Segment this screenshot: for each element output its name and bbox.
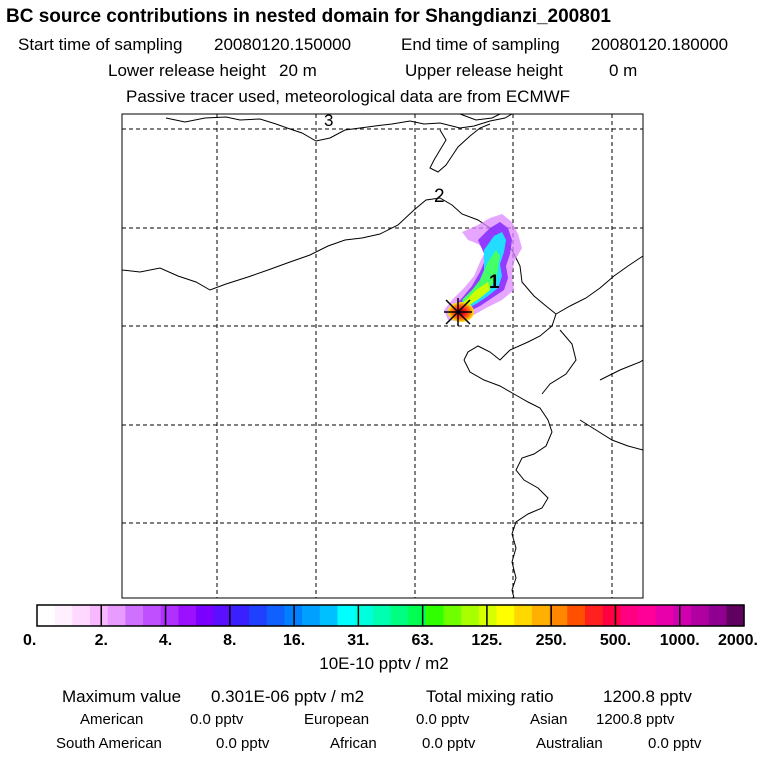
colorbar-cell	[637, 605, 657, 626]
colorbar-tick-label: 125.	[471, 632, 502, 649]
total-mixing-value: 1200.8 pptv	[603, 687, 692, 706]
colorbar: 0. 2. 4. 8. 16. 31. 63. 125. 250. 500. 1000. 2000.	[23, 604, 758, 649]
colorbar-cell	[478, 605, 498, 626]
colorbar-cell	[355, 605, 374, 626]
colorbar-cell	[673, 605, 692, 626]
colorbar-cell	[249, 605, 268, 626]
colorbar-tick-label: 2.	[95, 632, 108, 649]
colorbar-cell	[213, 605, 233, 626]
region-name-south-american: South American	[56, 735, 162, 752]
colorbar-cell	[319, 605, 339, 626]
trajectory-label-3: 3	[324, 111, 333, 130]
colorbar-cell	[390, 605, 409, 626]
colorbar-cell	[584, 605, 604, 626]
colorbar-cell	[231, 605, 250, 626]
region-value-american: 0.0 pptv	[190, 711, 244, 728]
trajectory-label-2: 2	[434, 186, 445, 207]
colorbar-cell	[90, 605, 109, 626]
map-frame	[121, 113, 644, 599]
colorbar-cell	[514, 605, 533, 626]
lat-lon-grid	[122, 114, 643, 598]
colorbar-tick-label: 31.	[347, 632, 369, 649]
region-name-american: American	[80, 711, 144, 728]
colorbar-frame	[36, 604, 745, 627]
colorbar-cell	[337, 605, 356, 626]
plume-cyan	[458, 232, 506, 310]
colorbar-tick-label: 63.	[412, 632, 434, 649]
colorbar-cell	[620, 605, 639, 626]
start-time-value: 20080120.150000	[214, 35, 352, 54]
tracer-note: Passive tracer used, meteorological data…	[126, 87, 571, 106]
colorbar-cell	[178, 605, 197, 626]
colorbar-cell	[549, 605, 568, 626]
region-name-european: European	[304, 711, 370, 728]
colorbar-cell	[567, 605, 586, 626]
colorbar-cell	[72, 605, 91, 626]
colorbar-cell	[125, 605, 144, 626]
colorbar-units: 10E-10 pptv / m2	[319, 654, 449, 673]
colorbar-tick-label: 250.	[536, 632, 567, 649]
colorbar-cell	[425, 605, 445, 626]
max-value: 0.301E-06 pptv / m2	[211, 687, 365, 706]
region-name-african: African	[330, 735, 377, 752]
upper-release-label: Upper release height	[405, 61, 563, 80]
region-value-south-american: 0.0 pptv	[216, 735, 270, 752]
colorbar-cell	[372, 605, 392, 626]
colorbar-cell	[726, 605, 745, 626]
colorbar-cell	[443, 605, 462, 626]
colorbar-tick-label: 0.	[23, 632, 36, 649]
colorbar-cell	[160, 605, 180, 626]
colorbar-tick-label: 16.	[283, 632, 305, 649]
end-time-label: End time of sampling	[401, 35, 560, 54]
colorbar-cell	[708, 605, 727, 626]
lower-release-label: Lower release height	[108, 61, 266, 80]
coastlines	[122, 114, 643, 598]
start-time-label: Start time of sampling	[18, 35, 183, 54]
trajectory-label-1: 1	[489, 272, 500, 293]
colorbar-tick-label: 4.	[159, 632, 172, 649]
colorbar-cell	[143, 605, 162, 626]
region-name-australian: Australian	[536, 735, 603, 752]
colorbar-cell	[655, 605, 674, 626]
colorbar-cell	[496, 605, 515, 626]
colorbar-tick-label: 8.	[223, 632, 236, 649]
colorbar-cell	[196, 605, 215, 626]
region-value-european: 0.0 pptv	[416, 711, 470, 728]
x-mark-icon	[444, 298, 472, 326]
plume-green	[462, 250, 500, 304]
plot-title: BC source contributions in nested domain…	[6, 6, 611, 27]
colorbar-cell	[461, 605, 480, 626]
region-value-australian: 0.0 pptv	[648, 735, 702, 752]
colorbar-cell	[107, 605, 126, 626]
colorbar-cell	[54, 605, 73, 626]
lower-release-value: 20 m	[279, 61, 317, 80]
colorbar-cell	[37, 605, 56, 626]
concentration-plume	[444, 214, 522, 322]
colorbar-cell	[602, 605, 621, 626]
region-value-african: 0.0 pptv	[422, 735, 476, 752]
total-mixing-label: Total mixing ratio	[426, 687, 554, 706]
colorbar-cell	[690, 605, 710, 626]
colorbar-cell	[266, 605, 286, 626]
colorbar-cell	[302, 605, 321, 626]
region-value-asian: 1200.8 pptv	[596, 711, 675, 728]
upper-release-value: 0 m	[609, 61, 638, 80]
colorbar-cell	[408, 605, 427, 626]
colorbar-tick-label: 500.	[600, 632, 631, 649]
colorbar-cell	[531, 605, 551, 626]
end-time-value: 20080120.180000	[591, 35, 729, 54]
max-value-label: Maximum value	[62, 687, 182, 706]
colorbar-tick-label: 1000.	[660, 632, 700, 649]
colorbar-tick-label: 2000.	[718, 632, 758, 649]
region-name-asian: Asian	[530, 711, 568, 728]
